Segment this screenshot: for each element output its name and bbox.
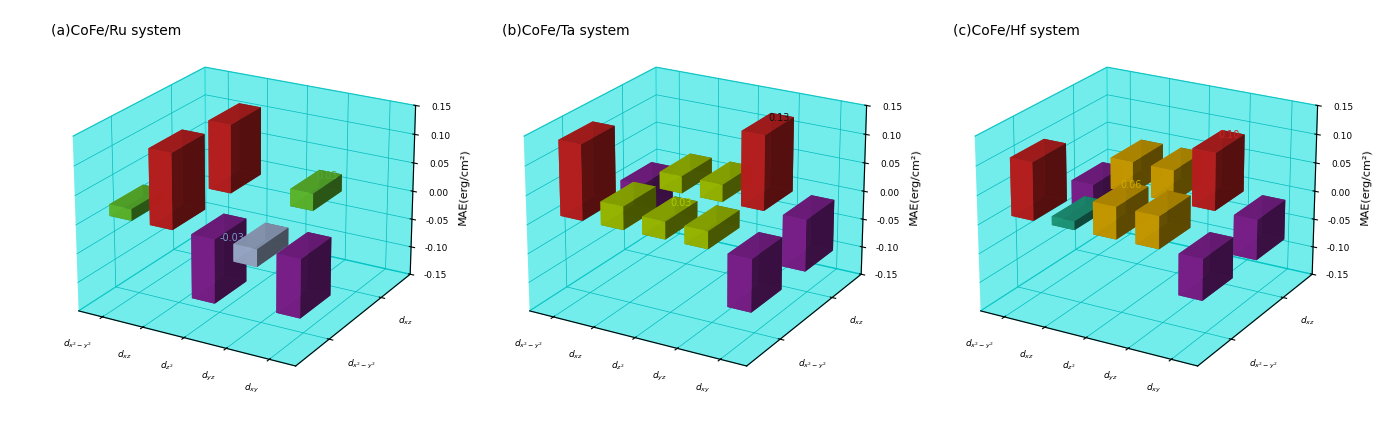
Text: (b)CoFe/Ta system: (b)CoFe/Ta system <box>502 24 630 38</box>
Text: (a)CoFe/Ru system: (a)CoFe/Ru system <box>51 24 182 38</box>
Text: (c)CoFe/Hf system: (c)CoFe/Hf system <box>953 24 1079 38</box>
